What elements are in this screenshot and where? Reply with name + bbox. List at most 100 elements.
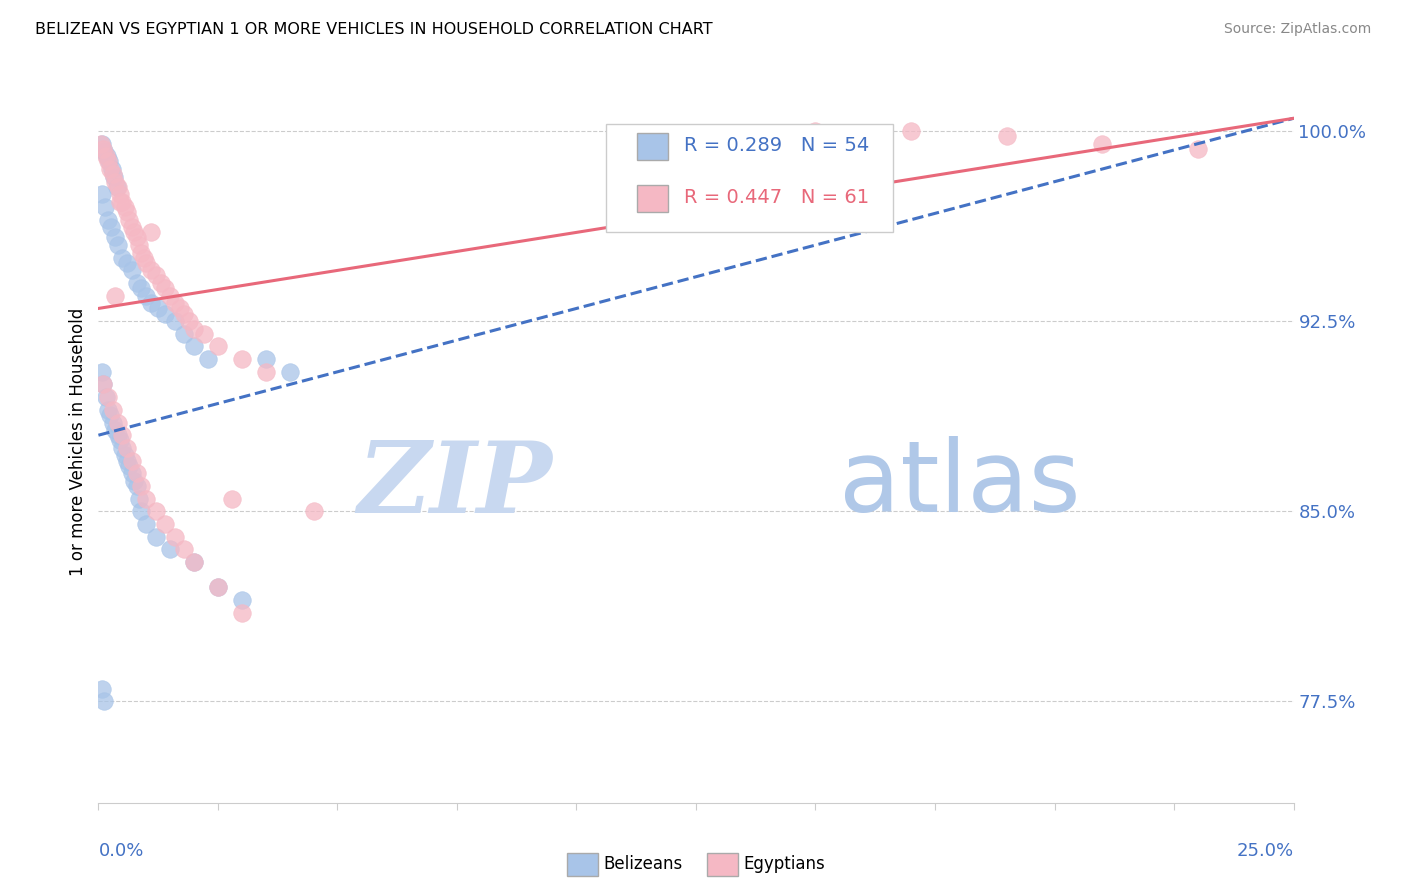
Point xyxy=(93,145,115,159)
Point xyxy=(179,314,201,328)
Text: 0.0%: 0.0% xyxy=(98,842,143,860)
Point xyxy=(135,491,157,506)
Text: Egyptians: Egyptians xyxy=(744,855,825,873)
Point xyxy=(159,289,181,303)
Point xyxy=(111,441,134,455)
Point xyxy=(183,322,205,336)
Point xyxy=(111,428,134,442)
Point xyxy=(125,276,148,290)
Point xyxy=(125,467,148,481)
Point xyxy=(131,479,153,493)
Point xyxy=(135,289,157,303)
Point xyxy=(91,187,114,202)
Text: R = 0.447   N = 61: R = 0.447 N = 61 xyxy=(685,188,869,207)
Point xyxy=(254,352,277,367)
Text: 25.0%: 25.0% xyxy=(1236,842,1294,860)
Point xyxy=(97,154,120,169)
Point xyxy=(94,200,117,214)
Point xyxy=(145,530,167,544)
Point xyxy=(173,306,195,320)
Point xyxy=(101,416,124,430)
Point xyxy=(183,555,205,569)
Point xyxy=(159,542,181,557)
Point xyxy=(91,377,114,392)
Point xyxy=(111,251,134,265)
Point xyxy=(1091,136,1114,151)
Point xyxy=(108,187,131,202)
Point xyxy=(101,402,124,417)
Point xyxy=(155,281,177,295)
Point xyxy=(118,212,141,227)
Point xyxy=(163,296,186,310)
Point xyxy=(105,179,128,194)
FancyBboxPatch shape xyxy=(606,124,893,232)
Point xyxy=(145,268,167,283)
Point xyxy=(139,226,162,240)
Point xyxy=(163,314,186,328)
Point xyxy=(108,194,131,209)
Point xyxy=(139,263,162,277)
Point xyxy=(1187,142,1209,156)
Point xyxy=(193,326,215,341)
Point xyxy=(91,377,114,392)
Point xyxy=(149,276,172,290)
FancyBboxPatch shape xyxy=(637,133,668,160)
Point xyxy=(107,428,129,442)
Point xyxy=(111,194,134,209)
Point xyxy=(173,542,195,557)
Text: Belizeans: Belizeans xyxy=(603,855,682,873)
Point xyxy=(125,479,148,493)
Point xyxy=(231,593,253,607)
Point xyxy=(125,230,148,244)
Point xyxy=(121,467,143,481)
Point xyxy=(98,408,122,422)
Point xyxy=(94,149,117,163)
Point xyxy=(183,339,205,353)
Point xyxy=(169,301,191,316)
Text: BELIZEAN VS EGYPTIAN 1 OR MORE VEHICLES IN HOUSEHOLD CORRELATION CHART: BELIZEAN VS EGYPTIAN 1 OR MORE VEHICLES … xyxy=(35,22,713,37)
Point xyxy=(135,516,157,531)
Point xyxy=(97,402,120,417)
Point xyxy=(131,245,153,260)
Point xyxy=(107,179,129,194)
Point xyxy=(124,226,146,240)
Point xyxy=(107,416,129,430)
Point xyxy=(278,365,301,379)
Point xyxy=(93,694,115,708)
Point xyxy=(104,175,127,189)
Point xyxy=(96,149,118,163)
Point xyxy=(115,453,138,467)
FancyBboxPatch shape xyxy=(637,185,668,211)
Y-axis label: 1 or more Vehicles in Household: 1 or more Vehicles in Household xyxy=(69,308,87,575)
Point xyxy=(121,453,143,467)
Text: R = 0.289   N = 54: R = 0.289 N = 54 xyxy=(685,136,869,155)
Point xyxy=(139,296,162,310)
Point xyxy=(114,449,136,463)
Point xyxy=(91,136,114,151)
Point xyxy=(98,161,122,176)
Point xyxy=(231,606,253,620)
Point xyxy=(101,161,124,176)
Point xyxy=(197,352,219,367)
Point xyxy=(183,555,205,569)
Point xyxy=(103,169,125,184)
Point xyxy=(115,441,138,455)
Point xyxy=(155,306,177,320)
Point xyxy=(121,263,143,277)
Point xyxy=(207,580,229,594)
Point xyxy=(254,365,277,379)
Point xyxy=(115,256,138,270)
Point xyxy=(231,352,253,367)
Point xyxy=(101,167,124,181)
Point xyxy=(221,491,243,506)
Point xyxy=(104,289,127,303)
Point xyxy=(94,390,117,404)
Point xyxy=(107,238,129,252)
Point xyxy=(135,256,157,270)
Point xyxy=(124,474,146,488)
Point xyxy=(132,251,155,265)
Point xyxy=(131,281,153,295)
Point xyxy=(97,154,120,169)
Point xyxy=(804,124,827,138)
Point xyxy=(145,504,167,518)
